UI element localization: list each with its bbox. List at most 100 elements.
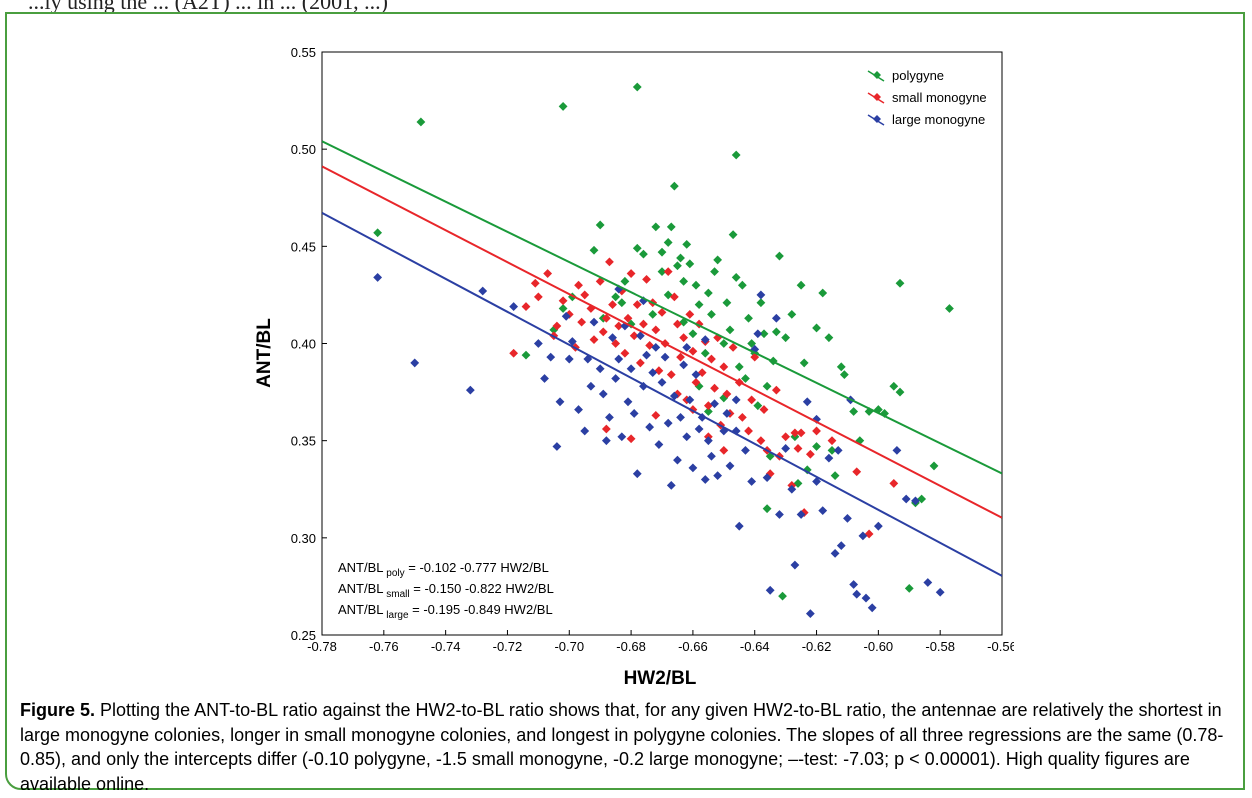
data-point-small-monogyne xyxy=(657,308,667,317)
data-point-large-monogyne xyxy=(703,436,713,446)
data-point-small-monogyne xyxy=(601,424,611,434)
data-point-large-monogyne xyxy=(911,496,920,506)
data-point-polygyne xyxy=(657,247,667,257)
data-point-large-monogyne xyxy=(756,290,766,300)
data-point-small-monogyne xyxy=(605,257,614,267)
data-point-small-monogyne xyxy=(626,269,636,278)
data-point-polygyne xyxy=(762,504,772,514)
data-point-large-monogyne xyxy=(700,475,710,484)
y-axis-label: ANT/BL xyxy=(254,318,275,388)
data-point-large-monogyne xyxy=(775,510,784,519)
x-tick-label: -0.66 xyxy=(678,639,708,654)
data-point-large-monogyne xyxy=(629,409,639,418)
data-point-large-monogyne xyxy=(601,436,611,446)
data-point-large-monogyne xyxy=(595,364,605,374)
data-point-polygyne xyxy=(707,309,716,319)
data-point-small-monogyne xyxy=(509,348,519,358)
data-point-large-monogyne xyxy=(617,432,627,442)
regression-line-polygyne xyxy=(322,140,1002,475)
data-point-small-monogyne xyxy=(552,321,562,331)
legend-label-polygyne: polygyne xyxy=(892,68,944,83)
data-point-small-monogyne xyxy=(728,342,738,352)
data-point-large-monogyne xyxy=(635,331,645,341)
data-point-large-monogyne xyxy=(849,580,859,589)
x-axis-label: HW2/BL xyxy=(624,668,697,689)
regression-line-large-monogyne xyxy=(322,211,1002,577)
data-point-polygyne xyxy=(589,245,599,255)
data-point-small-monogyne xyxy=(651,411,661,420)
data-point-polygyne xyxy=(676,253,685,263)
data-point-polygyne xyxy=(611,292,621,302)
x-tick-label: -0.74 xyxy=(431,639,461,654)
data-point-polygyne xyxy=(691,280,701,290)
data-point-small-monogyne xyxy=(574,280,583,290)
data-point-polygyne xyxy=(778,591,787,601)
data-point-large-monogyne xyxy=(700,335,710,345)
data-point-small-monogyne xyxy=(521,302,531,311)
legend-marker-polygyne xyxy=(873,71,881,79)
data-point-polygyne xyxy=(595,220,605,230)
data-point-polygyne xyxy=(722,298,732,308)
data-point-large-monogyne xyxy=(605,412,614,422)
data-point-polygyne xyxy=(725,325,735,335)
data-point-polygyne xyxy=(558,102,568,111)
x-tick-label: -0.70 xyxy=(554,639,584,654)
data-point-polygyne xyxy=(648,309,658,319)
x-tick-label: -0.78 xyxy=(307,639,337,654)
data-point-large-monogyne xyxy=(614,354,624,364)
data-point-small-monogyne xyxy=(852,467,862,477)
data-point-large-monogyne xyxy=(682,342,692,352)
data-point-large-monogyne xyxy=(663,418,673,428)
data-point-large-monogyne xyxy=(682,432,692,442)
data-point-large-monogyne xyxy=(781,444,791,453)
data-point-large-monogyne xyxy=(762,473,772,482)
data-point-polygyne xyxy=(663,238,673,247)
data-point-polygyne xyxy=(744,313,753,323)
data-point-large-monogyne xyxy=(731,395,741,405)
data-point-small-monogyne xyxy=(533,292,543,302)
data-point-large-monogyne xyxy=(564,354,574,364)
data-point-small-monogyne xyxy=(666,370,676,379)
legend-marker-small-monogyne xyxy=(873,93,881,101)
data-point-small-monogyne xyxy=(635,358,645,368)
data-point-large-monogyne xyxy=(707,451,716,461)
data-point-small-monogyne xyxy=(691,377,701,387)
data-point-large-monogyne xyxy=(373,273,383,282)
data-point-small-monogyne xyxy=(737,412,747,422)
data-point-small-monogyne xyxy=(651,325,661,335)
data-point-polygyne xyxy=(416,117,426,127)
data-point-polygyne xyxy=(762,381,772,391)
data-point-small-monogyne xyxy=(793,444,803,453)
data-point-polygyne xyxy=(734,362,744,372)
data-point-large-monogyne xyxy=(580,426,590,436)
data-point-large-monogyne xyxy=(790,560,800,570)
data-point-small-monogyne xyxy=(688,346,698,356)
data-point-polygyne xyxy=(839,370,849,379)
data-point-large-monogyne xyxy=(673,455,682,465)
figure-label: Figure 5. xyxy=(20,700,96,720)
data-point-large-monogyne xyxy=(611,374,621,383)
data-point-small-monogyne xyxy=(722,389,732,399)
data-point-large-monogyne xyxy=(509,302,519,311)
data-point-small-monogyne xyxy=(676,352,685,362)
x-tick-label: -0.72 xyxy=(493,639,523,654)
data-point-small-monogyne xyxy=(759,405,769,414)
data-point-polygyne xyxy=(666,222,676,232)
data-point-small-monogyne xyxy=(719,445,729,455)
data-point-polygyne xyxy=(731,273,741,282)
data-point-large-monogyne xyxy=(734,521,744,531)
data-point-polygyne xyxy=(895,278,905,288)
data-point-large-monogyne xyxy=(666,480,676,490)
data-point-large-monogyne xyxy=(725,461,735,471)
data-point-small-monogyne xyxy=(790,428,800,438)
data-point-polygyne xyxy=(703,288,713,298)
data-point-small-monogyne xyxy=(642,274,651,284)
data-point-small-monogyne xyxy=(707,354,716,364)
data-point-small-monogyne xyxy=(530,278,540,288)
data-point-large-monogyne xyxy=(608,333,617,343)
y-tick-label: 0.40 xyxy=(291,337,316,352)
data-point-large-monogyne xyxy=(694,424,704,434)
data-point-polygyne xyxy=(632,243,642,253)
y-tick-label: 0.35 xyxy=(291,434,316,449)
data-point-small-monogyne xyxy=(781,432,791,442)
